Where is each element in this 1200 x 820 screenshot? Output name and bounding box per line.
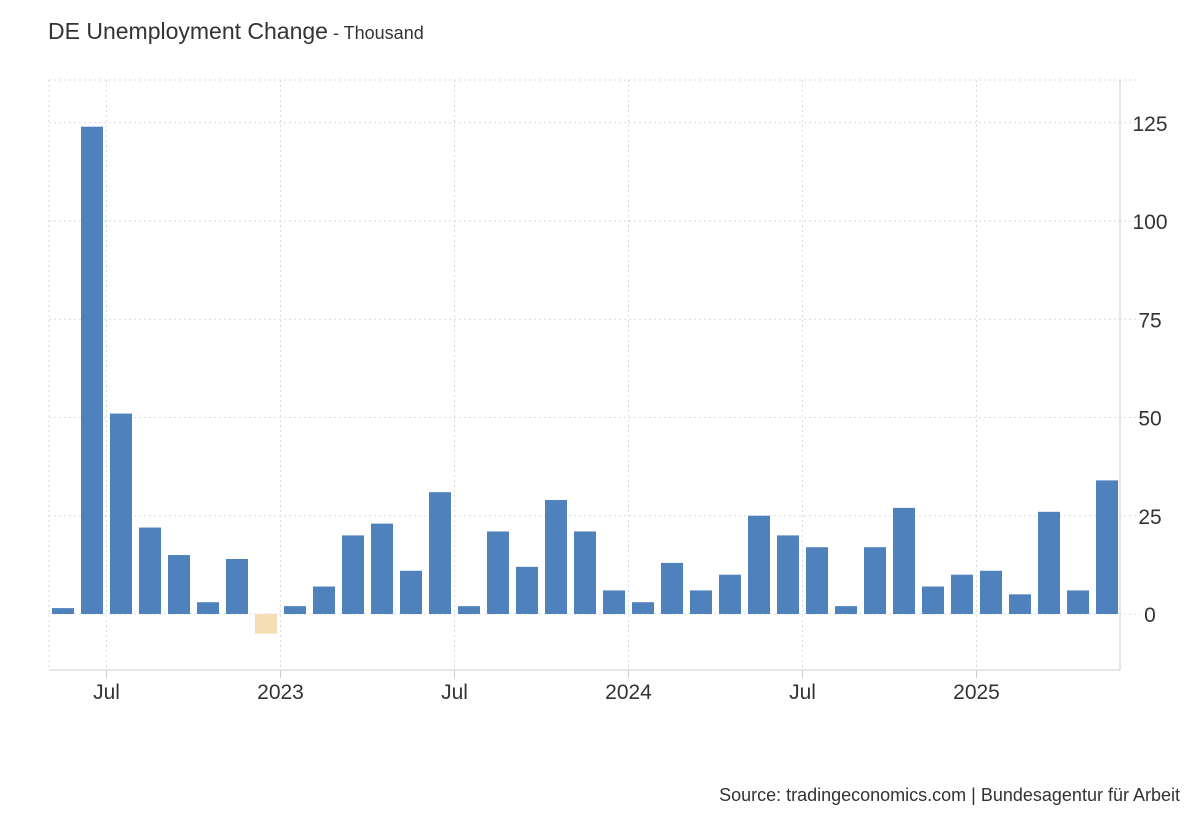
y-tick-label: 125 bbox=[1132, 113, 1167, 136]
bar-2022-05 bbox=[52, 608, 74, 614]
bar-2024-05 bbox=[748, 515, 770, 614]
bar-2023-04 bbox=[371, 523, 393, 614]
bar-2023-01 bbox=[284, 606, 306, 614]
bar-2024-01 bbox=[632, 602, 654, 614]
bar-2025-02 bbox=[1009, 594, 1031, 614]
bar-2025-04 bbox=[1067, 590, 1089, 614]
bar-2024-08 bbox=[835, 606, 857, 614]
bar-2023-09 bbox=[516, 566, 538, 614]
bar-2022-11 bbox=[226, 558, 248, 614]
bar-2023-02 bbox=[313, 586, 335, 614]
bar-2023-03 bbox=[342, 535, 364, 614]
chart-title-text: DE Unemployment Change bbox=[48, 18, 328, 44]
y-tick-label: 50 bbox=[1138, 408, 1161, 431]
bar-2024-12 bbox=[951, 574, 973, 614]
x-tick-label: 2023 bbox=[257, 681, 304, 704]
x-tick-label: Jul bbox=[441, 681, 468, 704]
y-tick-label: 75 bbox=[1138, 309, 1161, 332]
bar-2023-10 bbox=[545, 500, 567, 614]
bar-2022-08 bbox=[139, 527, 161, 614]
x-tick-label: Jul bbox=[789, 681, 816, 704]
bar-2023-06 bbox=[429, 492, 451, 614]
chart-unit-label: - Thousand bbox=[327, 23, 424, 43]
bar-2023-11 bbox=[574, 531, 596, 614]
source-credit: Source: tradingeconomics.com | Bundesage… bbox=[719, 785, 1180, 805]
bar-2023-05 bbox=[400, 570, 422, 614]
bar-2025-03 bbox=[1038, 511, 1060, 614]
y-tick-label: 0 bbox=[1144, 604, 1156, 627]
x-tick-label: 2024 bbox=[605, 681, 652, 704]
bar-2024-11 bbox=[922, 586, 944, 614]
bar-2023-12 bbox=[603, 590, 625, 614]
chart-title: DE Unemployment Change - Thousand bbox=[48, 18, 424, 45]
bar-2022-10 bbox=[197, 602, 219, 614]
bar-2024-06 bbox=[777, 535, 799, 614]
bar-2024-02 bbox=[661, 562, 683, 614]
bar-2024-07 bbox=[806, 547, 828, 614]
bar-2022-07 bbox=[110, 413, 132, 614]
bar-2023-07 bbox=[458, 606, 480, 614]
bar-2024-03 bbox=[690, 590, 712, 614]
bar-2022-06 bbox=[81, 126, 103, 615]
bar-2024-09 bbox=[864, 547, 886, 614]
bar-2024-04 bbox=[719, 574, 741, 614]
bar-2022-09 bbox=[168, 555, 190, 614]
bar-2025-01 bbox=[980, 570, 1002, 614]
y-tick-label: 25 bbox=[1138, 506, 1161, 529]
x-tick-label: 2025 bbox=[953, 681, 1000, 704]
x-tick-label: Jul bbox=[93, 681, 120, 704]
bar-2023-08 bbox=[487, 531, 509, 614]
bar-2025-05 bbox=[1096, 480, 1118, 614]
bar-chart: 0 25 50 75 100 125 Jul 2023 Jul 2024 Jul 2025 bbox=[48, 79, 1168, 704]
bar-2024-10 bbox=[893, 507, 915, 614]
y-tick-label: 100 bbox=[1132, 211, 1167, 234]
bar-2022-12 bbox=[255, 614, 277, 634]
